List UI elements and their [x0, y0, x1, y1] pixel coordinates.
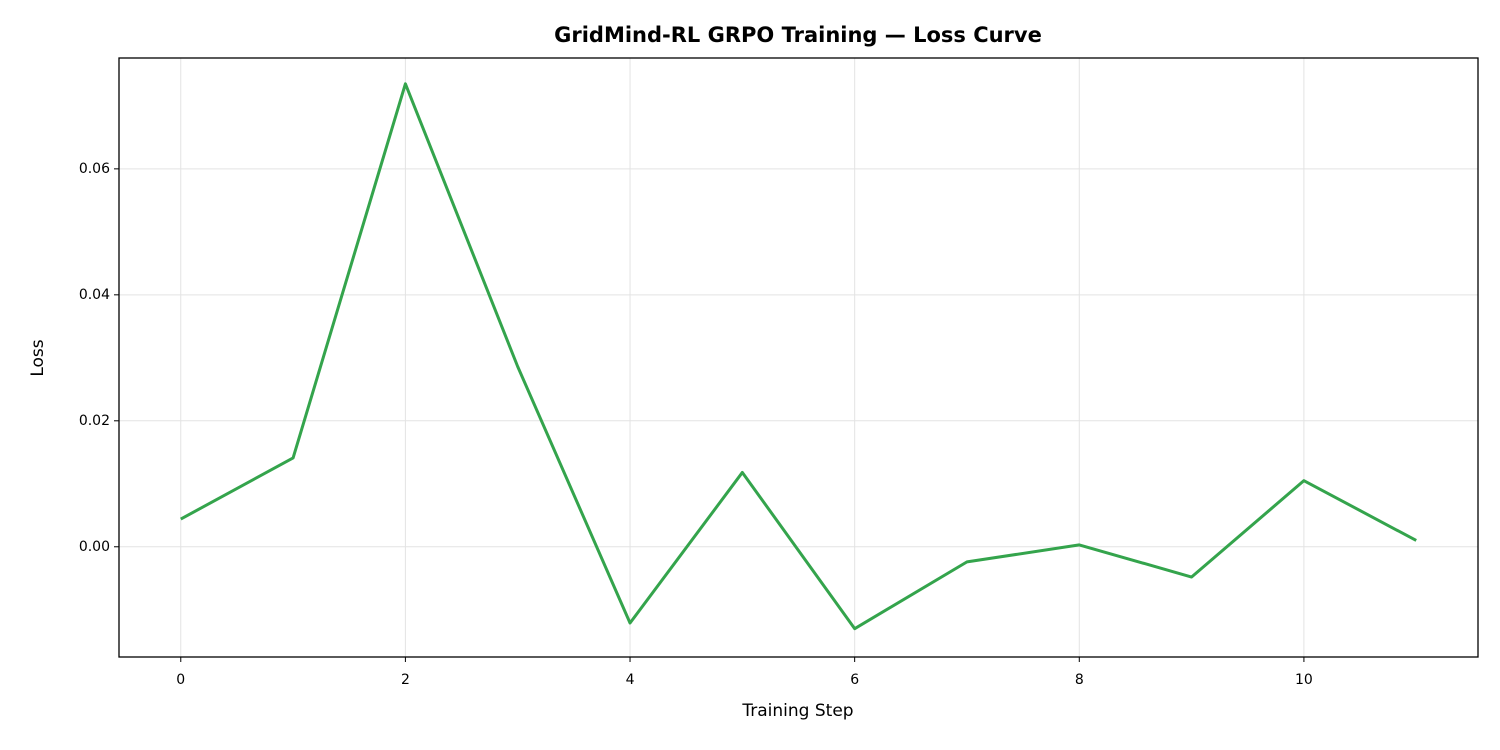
loss-line — [180, 82, 1417, 631]
x-tick-label: 4 — [626, 672, 635, 688]
y-tick-label: 0.00 — [79, 539, 110, 555]
y-tick-label: 0.02 — [79, 413, 110, 429]
y-tick-label: 0.06 — [79, 161, 110, 177]
y-axis-label: Loss — [28, 339, 48, 376]
x-tick-label: 6 — [850, 672, 859, 688]
x-tick-label: 8 — [1075, 672, 1084, 688]
x-tick-label: 2 — [401, 672, 410, 688]
x-tick-label: 0 — [176, 672, 185, 688]
x-axis-label: Training Step — [741, 701, 853, 721]
y-tick-label: 0.04 — [79, 287, 110, 303]
plot-frame — [118, 57, 1479, 658]
x-tick-label: 10 — [1295, 672, 1313, 688]
chart-title: GridMind-RL GRPO Training — Loss Curve — [554, 23, 1042, 47]
